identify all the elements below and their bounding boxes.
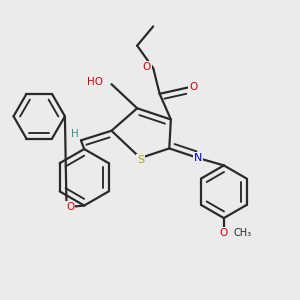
Text: O: O	[143, 61, 151, 71]
Text: N: N	[194, 153, 202, 163]
Text: S: S	[137, 154, 144, 165]
Text: O: O	[189, 82, 197, 92]
Text: CH₃: CH₃	[233, 227, 251, 238]
Text: O: O	[219, 227, 227, 238]
Text: H: H	[71, 129, 79, 139]
Text: O: O	[66, 202, 74, 212]
Text: HO: HO	[87, 76, 104, 87]
